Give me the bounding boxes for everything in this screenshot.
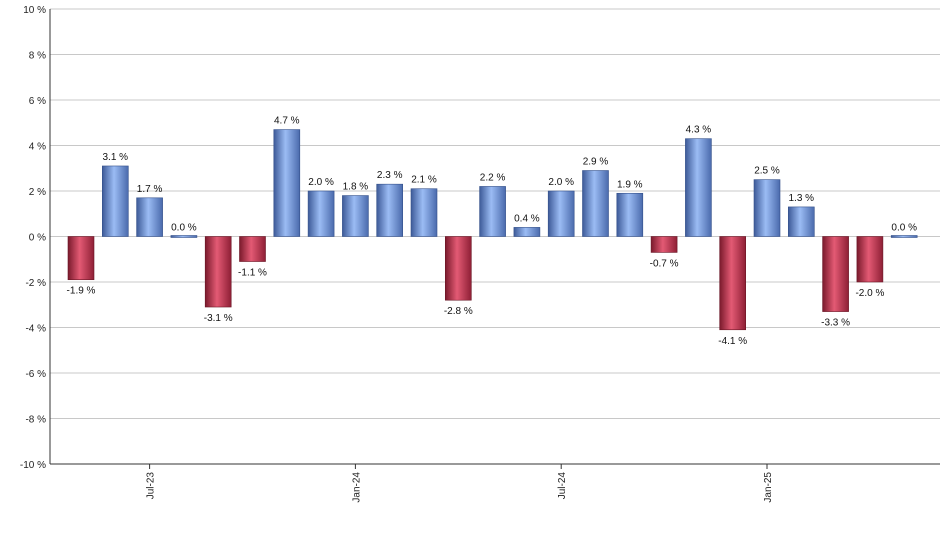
bar — [513, 227, 541, 237]
bar — [787, 206, 815, 237]
bar — [102, 165, 129, 237]
x-tick-label: Jan-25 — [763, 472, 774, 503]
bar-value-label: -1.9 % — [67, 286, 96, 297]
x-tick-label: Jan-24 — [351, 472, 362, 503]
bar — [479, 186, 506, 237]
bar-value-label: -0.7 % — [650, 258, 679, 269]
bar-value-label: 2.1 % — [411, 175, 437, 186]
bar — [890, 235, 918, 238]
x-tick-label: Jul-23 — [146, 472, 157, 500]
bar-value-label: 0.0 % — [891, 223, 917, 234]
bar — [856, 236, 884, 283]
bar-value-label: 1.7 % — [137, 184, 163, 195]
bar — [342, 195, 369, 237]
bar — [204, 236, 232, 308]
bar — [410, 188, 438, 237]
bar-value-label: -2.0 % — [855, 288, 884, 299]
bar-value-label: 1.3 % — [789, 193, 815, 204]
y-tick-label: -10 % — [20, 460, 46, 471]
bar-value-label: 3.1 % — [103, 152, 129, 163]
bar-value-label: 0.4 % — [514, 213, 540, 224]
x-tick-label: Jul-24 — [557, 472, 568, 500]
bar-value-label: 4.3 % — [686, 125, 712, 136]
y-tick-label: 2 % — [29, 187, 46, 198]
bar — [273, 129, 301, 237]
bar-value-label: 2.9 % — [583, 157, 609, 168]
bar — [616, 192, 644, 237]
bar-value-label: 1.8 % — [343, 182, 369, 193]
bar — [67, 236, 95, 281]
bar — [239, 236, 266, 262]
y-tick-label: 10 % — [23, 5, 46, 16]
bar — [753, 179, 781, 237]
bar — [719, 236, 747, 331]
bar — [444, 236, 472, 301]
y-tick-label: 6 % — [29, 96, 46, 107]
bar-value-label: 2.0 % — [548, 177, 574, 188]
bar — [136, 197, 163, 237]
y-tick-label: 0 % — [29, 233, 46, 244]
bar — [582, 170, 609, 237]
bar — [307, 190, 335, 237]
axes — [49, 9, 940, 469]
y-tick-label: -8 % — [25, 415, 46, 426]
bar — [376, 183, 404, 237]
bar-value-label: -1.1 % — [238, 268, 267, 279]
bars — [67, 129, 918, 331]
bar — [170, 235, 198, 238]
bar-value-label: 2.2 % — [480, 172, 506, 183]
bar-value-label: -3.1 % — [204, 313, 233, 324]
bar-value-label: -3.3 % — [821, 318, 850, 329]
bar-value-label: 2.5 % — [754, 166, 780, 177]
bar-value-label: 2.0 % — [308, 177, 334, 188]
labels: 10 % 8 % 6 % 4 % 2 % 0 % -2 % -4 % -6 % -8 % -10 %… — [20, 5, 917, 503]
bar — [822, 236, 849, 312]
bar-value-label: 1.9 % — [617, 179, 643, 190]
bar-value-label: -2.8 % — [444, 306, 473, 317]
bar — [547, 190, 575, 237]
bar — [650, 236, 678, 253]
bar-value-label: 2.3 % — [377, 170, 403, 181]
bar-value-label: -4.1 % — [718, 336, 747, 347]
y-tick-label: -4 % — [25, 324, 46, 335]
y-tick-label: 8 % — [29, 51, 46, 62]
bar-value-label: 4.7 % — [274, 116, 300, 127]
y-tick-label: -2 % — [25, 278, 46, 289]
y-tick-label: 4 % — [29, 142, 46, 153]
bar — [685, 138, 712, 237]
bar-value-label: 0.0 % — [171, 223, 197, 234]
y-tick-label: -6 % — [25, 369, 46, 380]
